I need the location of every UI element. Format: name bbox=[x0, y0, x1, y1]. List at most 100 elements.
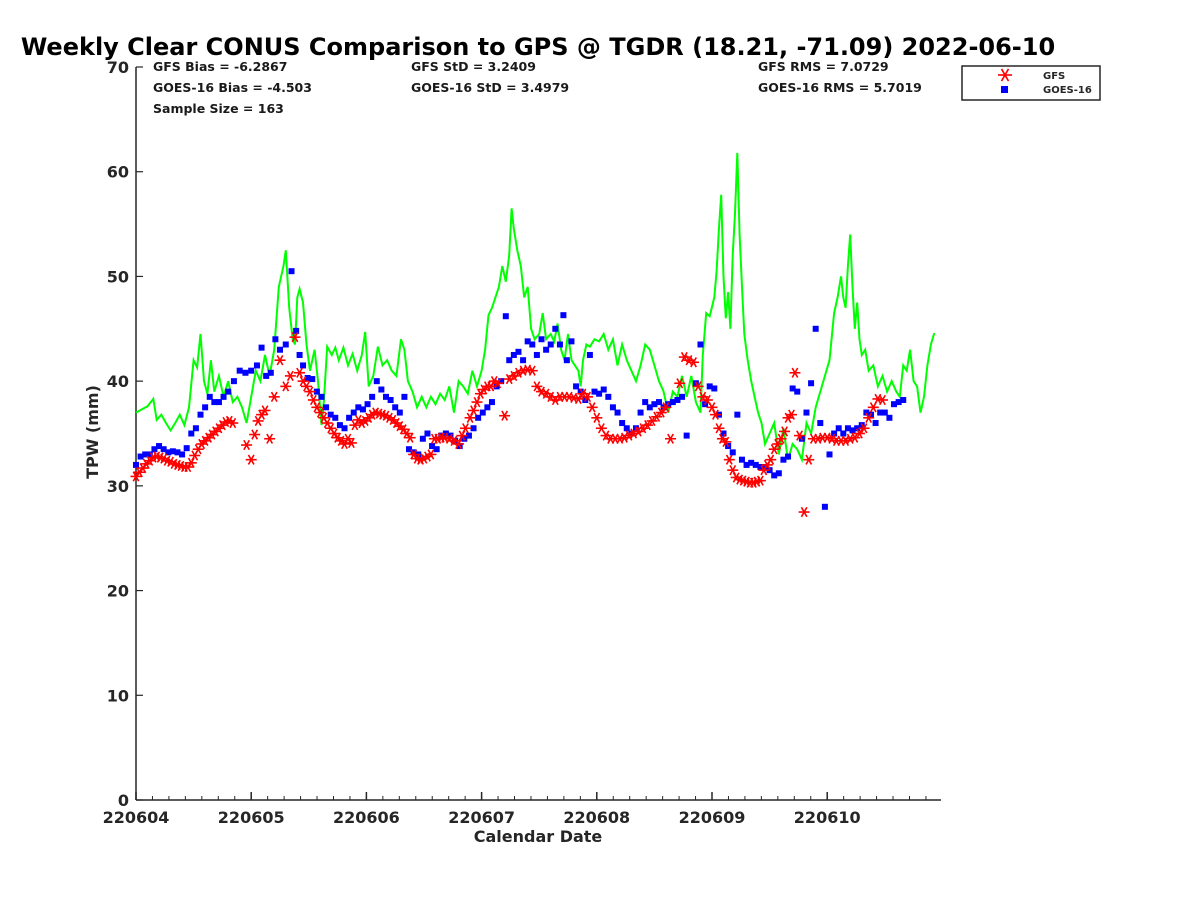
goes-point bbox=[332, 414, 339, 421]
gfs-point bbox=[655, 407, 667, 418]
gfs-point-stroke bbox=[879, 394, 886, 406]
gfs-point-stroke bbox=[296, 367, 304, 378]
goes-point bbox=[309, 376, 316, 383]
gfs-point-stroke bbox=[385, 412, 393, 423]
gfs-point-stroke bbox=[410, 449, 418, 460]
gfs-point bbox=[779, 426, 791, 437]
gfs-point-stroke bbox=[708, 402, 716, 413]
gfs-point-stroke bbox=[445, 433, 453, 444]
goes-point bbox=[133, 461, 139, 468]
gfs-point-stroke bbox=[657, 407, 665, 418]
gfs-point-stroke bbox=[602, 430, 610, 441]
gfs-point bbox=[586, 402, 598, 413]
goes-point bbox=[169, 448, 176, 455]
gfs-point-stroke bbox=[667, 433, 674, 444]
goes-point bbox=[419, 435, 426, 442]
gfs-point-stroke bbox=[860, 423, 868, 434]
gfs-point-stroke bbox=[424, 451, 431, 462]
gfs-point bbox=[674, 378, 686, 389]
gfs-point-stroke bbox=[579, 388, 587, 399]
gfs-point-stroke bbox=[490, 375, 498, 387]
gfs-point-stroke bbox=[358, 417, 366, 429]
gfs-point-stroke bbox=[584, 391, 592, 403]
gfs-point-stroke bbox=[270, 391, 278, 403]
gfs-point-stroke bbox=[406, 432, 414, 443]
gfs-point-stroke bbox=[403, 428, 411, 439]
goes-point bbox=[844, 425, 851, 432]
gfs-point bbox=[259, 405, 271, 416]
goes-point bbox=[560, 312, 567, 319]
gfs-point bbox=[876, 394, 888, 406]
goes-point bbox=[304, 375, 311, 382]
gfs-point-stroke bbox=[781, 426, 789, 437]
gfs-point-stroke bbox=[685, 355, 693, 366]
gfs-point bbox=[241, 439, 253, 451]
goes-point bbox=[470, 425, 477, 432]
gfs-point-stroke bbox=[593, 412, 601, 423]
gfs-rms-stat: GFS RMS = 7.0729 bbox=[758, 59, 889, 74]
goes-point bbox=[780, 456, 787, 463]
gfs-point bbox=[720, 436, 732, 448]
goes-point bbox=[515, 348, 522, 355]
gfs-point bbox=[794, 430, 806, 441]
goes-point bbox=[336, 422, 343, 429]
gfs-point bbox=[294, 367, 306, 378]
goes-point bbox=[424, 430, 431, 437]
gfs-point bbox=[660, 402, 672, 413]
gfs-point-stroke bbox=[648, 415, 656, 427]
gfs-point-stroke bbox=[323, 417, 331, 429]
x-tick-label: 220610 bbox=[794, 808, 861, 827]
gfs-point bbox=[264, 433, 276, 444]
gfs-point-stroke bbox=[515, 367, 522, 378]
goes-point bbox=[502, 313, 509, 320]
gfs-point bbox=[252, 415, 264, 427]
goes-point bbox=[151, 446, 158, 453]
gfs-point bbox=[803, 454, 815, 465]
goes-point bbox=[248, 367, 255, 374]
y-tick-label: 70 bbox=[107, 58, 129, 77]
gfs-point-stroke bbox=[767, 454, 775, 465]
legend-gfs-marker bbox=[998, 68, 1012, 82]
goes-point bbox=[484, 404, 491, 411]
goes-point bbox=[160, 446, 167, 453]
gfs-point bbox=[289, 331, 301, 343]
gfs-point-stroke bbox=[732, 472, 740, 483]
gfs-point bbox=[723, 454, 735, 465]
goes-point bbox=[577, 388, 584, 395]
gfs-point-stroke bbox=[286, 370, 294, 382]
goes-point bbox=[586, 351, 593, 358]
goes-point bbox=[752, 461, 759, 468]
gfs-point bbox=[858, 423, 870, 434]
gfs-point-stroke bbox=[382, 410, 390, 421]
gfs-point bbox=[274, 355, 286, 366]
goes-point bbox=[656, 399, 663, 406]
goes-point bbox=[506, 357, 513, 364]
gfs-bias-stat: GFS Bias = -6.2867 bbox=[153, 59, 287, 74]
gfs-point-stroke bbox=[247, 454, 255, 465]
gfs-point-stroke bbox=[427, 449, 435, 460]
goes-point bbox=[438, 432, 445, 439]
gfs-point-stroke bbox=[662, 402, 670, 413]
gfs-point-stroke bbox=[299, 375, 307, 387]
gfs-point-stroke bbox=[399, 424, 407, 435]
gfs-std-stat: GFS StD = 3.2409 bbox=[411, 59, 536, 74]
gfs-point bbox=[227, 417, 239, 429]
goes-point bbox=[429, 443, 436, 450]
sample-size-stat: Sample Size = 163 bbox=[153, 101, 284, 116]
goes-point bbox=[771, 472, 778, 479]
goes-point bbox=[623, 425, 630, 432]
goes-point bbox=[669, 399, 676, 406]
goes-point bbox=[387, 396, 394, 403]
goes-point bbox=[729, 449, 736, 456]
gfs-point-stroke bbox=[276, 355, 284, 366]
goes-point bbox=[568, 338, 575, 345]
gfs-point-stroke bbox=[160, 453, 168, 464]
y-tick-label: 0 bbox=[118, 791, 129, 810]
gfs-point-stroke bbox=[796, 430, 803, 441]
gfs-point-stroke bbox=[630, 428, 638, 439]
gfs-point bbox=[595, 423, 607, 434]
gfs-point bbox=[765, 454, 777, 465]
goes-point bbox=[341, 425, 348, 432]
x-axis-label: Calendar Date bbox=[474, 827, 603, 846]
